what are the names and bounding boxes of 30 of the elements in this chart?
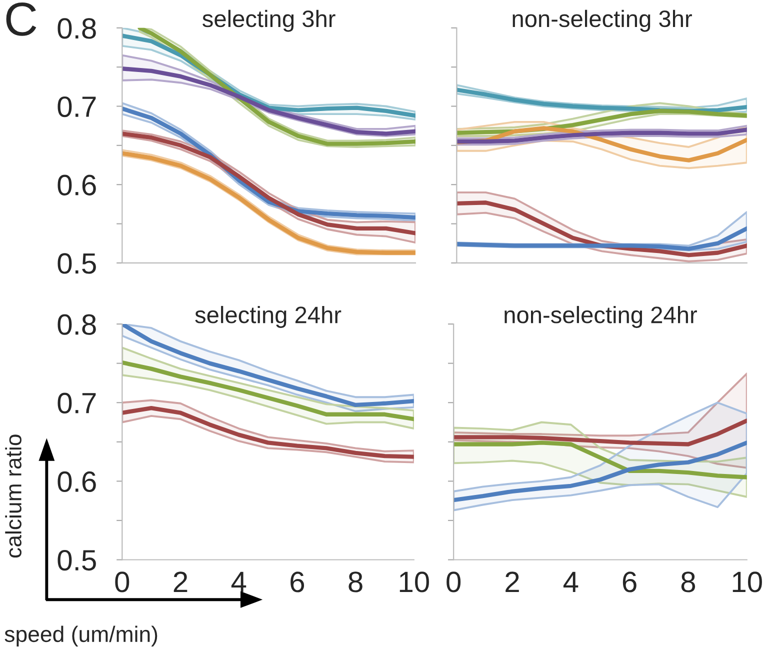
chart-title: non-selecting 24hr [504,306,697,328]
x-tick-label: 8 [681,572,696,592]
chart-title: non-selecting 3hr [512,10,692,32]
x-tick-label: 10 [732,572,762,592]
x-tick-label: 10 [400,572,429,592]
x-tick-label: 6 [622,572,636,592]
line-series [122,406,414,459]
line-series [122,66,416,136]
x-tick-label: 6 [290,572,304,592]
x-tick-label: 2 [174,572,188,592]
y-tick-label: 0.7 [58,392,96,414]
x-tick-label: 0 [115,572,130,592]
x-tick-label: 4 [231,572,246,592]
y-tick-label: 0.8 [58,314,96,335]
chart-title: selecting 24hr [195,306,342,328]
y-tick-label: 0.5 [58,550,96,571]
line-series [122,360,414,422]
y-tick-label: 0.7 [58,96,96,118]
y-tick-label: 0.8 [58,18,96,39]
y-tick-label: 0.5 [58,253,96,274]
x-tick-label: 8 [348,572,362,592]
x-tick-label: 2 [506,572,519,592]
y-tick-label: 0.6 [58,471,96,492]
chart-title: selecting 3hr [202,10,336,32]
x-axis-title: speed (um/min) [4,626,158,646]
x-tick-label: 0 [446,572,461,592]
y-axis-title: calcium ratio [5,434,22,558]
y-tick-label: 0.6 [58,174,96,196]
text: C [6,2,36,36]
x-tick-label: 4 [563,572,578,592]
